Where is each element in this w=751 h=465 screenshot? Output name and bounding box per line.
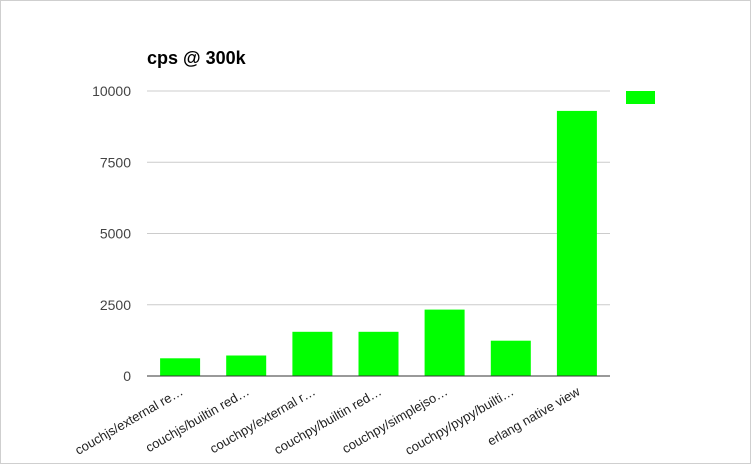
x-tick-label: couchjs/external re… <box>72 384 185 458</box>
bar[interactable] <box>226 355 267 377</box>
legend-swatch <box>626 91 655 104</box>
bar[interactable] <box>160 358 201 376</box>
bar[interactable] <box>424 309 465 376</box>
y-tick-label: 5000 <box>100 226 131 242</box>
y-tick-label: 2500 <box>100 297 131 313</box>
chart-title: cps @ 300k <box>147 48 247 68</box>
bar[interactable] <box>556 110 597 377</box>
y-tick-label: 7500 <box>100 154 131 170</box>
bar[interactable] <box>292 331 333 376</box>
y-tick-label: 0 <box>123 368 131 384</box>
x-tick-label: couchpy/builtin red… <box>271 384 384 458</box>
y-tick-label: 10000 <box>92 83 131 99</box>
bar[interactable] <box>358 331 399 376</box>
x-tick-label: couchpy/pypy/builti… <box>402 384 516 458</box>
bar[interactable] <box>490 340 531 376</box>
